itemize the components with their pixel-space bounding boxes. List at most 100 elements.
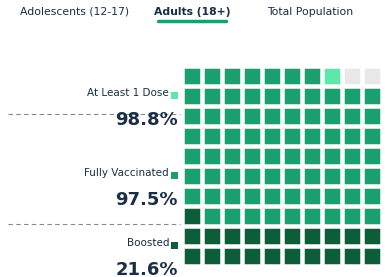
Text: 21.6%: 21.6%	[116, 261, 178, 277]
Bar	[283, 107, 301, 125]
Bar	[223, 167, 241, 185]
Bar	[243, 187, 261, 205]
Bar	[171, 171, 178, 178]
Bar	[323, 127, 341, 145]
Bar	[263, 227, 281, 245]
Bar	[183, 227, 201, 245]
Bar	[343, 187, 361, 205]
Bar	[323, 227, 341, 245]
Text: Adults (18+): Adults (18+)	[154, 7, 230, 17]
Bar	[363, 127, 381, 145]
Bar	[203, 227, 221, 245]
Bar	[203, 107, 221, 125]
Bar	[171, 242, 178, 248]
Bar	[183, 147, 201, 165]
Bar	[343, 147, 361, 165]
Bar	[183, 107, 201, 125]
Bar	[263, 167, 281, 185]
Bar	[223, 207, 241, 225]
Bar	[203, 87, 221, 105]
Text: Total Population: Total Population	[267, 7, 353, 17]
Bar	[183, 87, 201, 105]
Bar	[223, 147, 241, 165]
Bar	[263, 107, 281, 125]
Bar	[183, 187, 201, 205]
Bar	[303, 127, 321, 145]
Bar	[323, 247, 341, 265]
Bar	[363, 167, 381, 185]
Bar	[243, 107, 261, 125]
Bar	[363, 247, 381, 265]
Bar	[343, 207, 361, 225]
Text: At Least 1 Dose: At Least 1 Dose	[87, 88, 169, 98]
Bar	[283, 227, 301, 245]
Bar	[303, 67, 321, 85]
Bar	[263, 207, 281, 225]
Bar	[243, 127, 261, 145]
Bar	[243, 167, 261, 185]
Bar	[283, 207, 301, 225]
Bar	[303, 247, 321, 265]
Bar	[203, 127, 221, 145]
Text: Boosted: Boosted	[127, 238, 169, 248]
Bar	[363, 187, 381, 205]
Bar	[223, 247, 241, 265]
Bar	[203, 147, 221, 165]
Bar	[303, 227, 321, 245]
Text: 98.8%: 98.8%	[115, 111, 178, 129]
Bar	[363, 67, 381, 85]
Bar	[283, 167, 301, 185]
Bar	[223, 127, 241, 145]
Bar	[283, 147, 301, 165]
Bar	[303, 187, 321, 205]
Bar	[203, 207, 221, 225]
Bar	[263, 127, 281, 145]
Bar	[303, 87, 321, 105]
Bar	[323, 187, 341, 205]
Bar	[343, 87, 361, 105]
Bar	[243, 247, 261, 265]
Bar	[283, 87, 301, 105]
Bar	[303, 207, 321, 225]
Bar	[363, 147, 381, 165]
Bar	[243, 227, 261, 245]
Bar	[323, 167, 341, 185]
Bar	[303, 147, 321, 165]
Bar	[283, 247, 301, 265]
Bar	[323, 207, 341, 225]
Bar	[343, 107, 361, 125]
Bar	[323, 107, 341, 125]
Bar	[183, 207, 201, 225]
Bar	[203, 67, 221, 85]
Bar	[363, 87, 381, 105]
Bar	[343, 247, 361, 265]
Bar	[183, 127, 201, 145]
Text: 97.5%: 97.5%	[116, 191, 178, 209]
Bar	[223, 67, 241, 85]
Bar	[203, 187, 221, 205]
Bar	[171, 91, 178, 99]
Bar	[363, 207, 381, 225]
Bar	[243, 147, 261, 165]
Bar	[283, 127, 301, 145]
Text: Adolescents (12-17): Adolescents (12-17)	[20, 7, 130, 17]
Bar	[243, 67, 261, 85]
Bar	[363, 107, 381, 125]
Bar	[303, 167, 321, 185]
Bar	[183, 167, 201, 185]
Bar	[263, 147, 281, 165]
Bar	[263, 67, 281, 85]
Bar	[223, 187, 241, 205]
Text: Fully Vaccinated: Fully Vaccinated	[84, 168, 169, 178]
Bar	[183, 67, 201, 85]
Bar	[343, 67, 361, 85]
Bar	[303, 107, 321, 125]
Bar	[243, 87, 261, 105]
Bar	[343, 227, 361, 245]
Bar	[203, 167, 221, 185]
Bar	[223, 107, 241, 125]
Bar	[343, 127, 361, 145]
Bar	[223, 227, 241, 245]
Bar	[223, 87, 241, 105]
Bar	[363, 227, 381, 245]
